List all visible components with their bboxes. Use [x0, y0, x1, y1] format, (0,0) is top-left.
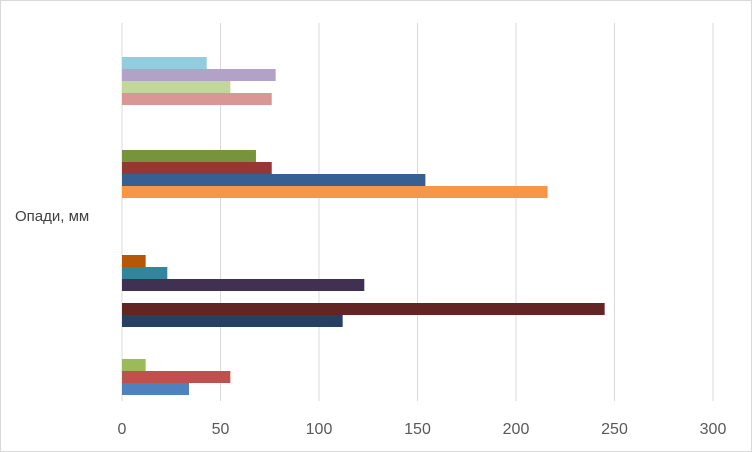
bar	[122, 174, 426, 186]
bar	[122, 255, 146, 267]
bar	[122, 81, 231, 93]
bars	[122, 57, 605, 395]
x-tick-label: 200	[503, 421, 530, 438]
bar	[122, 359, 146, 371]
bar	[122, 303, 605, 315]
bar	[122, 150, 256, 162]
bar	[122, 162, 272, 174]
bar	[122, 57, 207, 69]
bar	[122, 279, 365, 291]
bar	[122, 371, 231, 383]
x-tick-label: 100	[306, 421, 333, 438]
bar	[122, 186, 548, 198]
bar	[122, 93, 272, 105]
bar	[122, 267, 168, 279]
x-tick-label: 0	[118, 421, 127, 438]
x-tick-labels: 0 50 100 150 200 250 300	[118, 421, 727, 438]
y-axis-title: Опади, мм	[15, 208, 89, 225]
bar	[122, 315, 343, 327]
x-tick-label: 250	[601, 421, 628, 438]
x-tick-label: 50	[212, 421, 230, 438]
x-tick-label: 150	[404, 421, 431, 438]
bar	[122, 383, 189, 395]
bar	[122, 69, 276, 81]
x-tick-label: 300	[700, 421, 727, 438]
